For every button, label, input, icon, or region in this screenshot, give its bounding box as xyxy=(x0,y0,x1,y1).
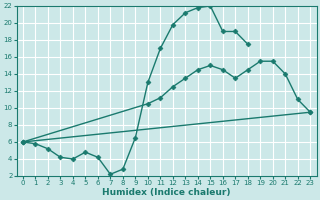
X-axis label: Humidex (Indice chaleur): Humidex (Indice chaleur) xyxy=(102,188,231,197)
